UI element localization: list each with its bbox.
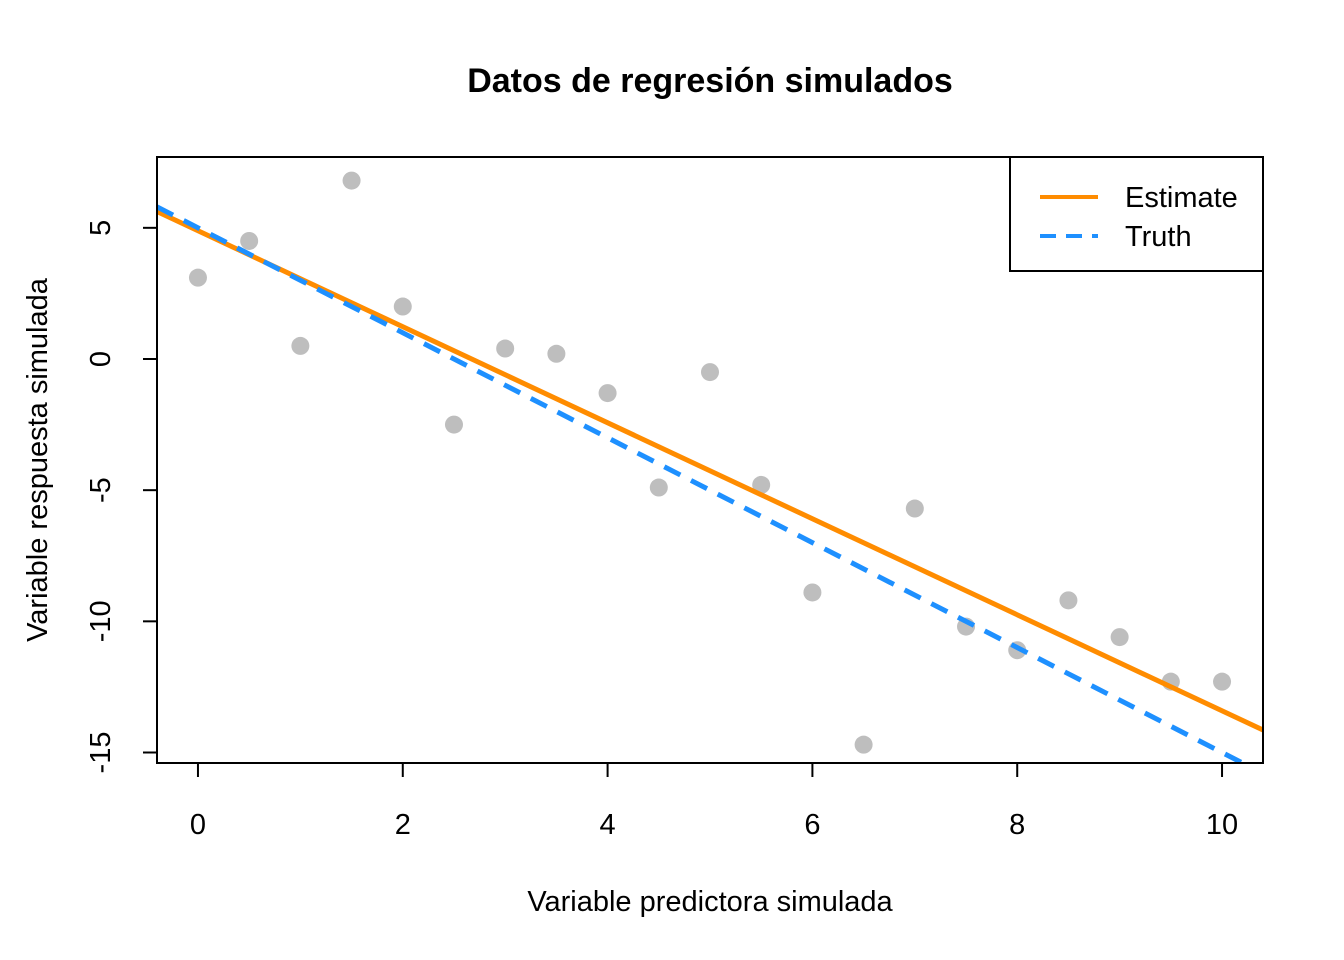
x-tick-label: 4	[600, 809, 616, 841]
x-axis-label: Variable predictora simulada	[527, 886, 893, 918]
data-point	[854, 735, 873, 754]
data-point	[444, 415, 463, 434]
y-tick-label: -10	[85, 600, 117, 642]
scatter-points	[188, 171, 1232, 754]
data-point	[1213, 672, 1232, 691]
regression-lines	[157, 204, 1263, 763]
data-point	[496, 339, 515, 358]
y-tick-label: 0	[85, 351, 117, 367]
data-point	[291, 336, 310, 355]
y-axis: 5 0 -5 -10 -15	[85, 220, 158, 774]
data-point	[905, 499, 924, 518]
data-point	[342, 171, 361, 190]
y-axis-label: Variable respuesta simulada	[22, 277, 54, 642]
data-point	[547, 344, 566, 363]
y-tick-label: 5	[85, 220, 117, 236]
legend-box	[1009, 156, 1264, 272]
chart-title: Datos de regresión simulados	[467, 62, 953, 100]
data-point	[1110, 628, 1129, 647]
y-tick-label: -15	[85, 732, 117, 774]
data-point	[803, 583, 822, 602]
data-point	[188, 268, 207, 287]
legend-label-estimate: Estimate	[1125, 182, 1238, 214]
y-tick-label: -5	[85, 477, 117, 503]
legend-label-truth: Truth	[1125, 221, 1192, 253]
legend: Estimate Truth	[1009, 156, 1264, 272]
x-tick-label: 0	[190, 809, 206, 841]
x-tick-label: 10	[1206, 809, 1238, 841]
x-tick-label: 8	[1009, 809, 1025, 841]
data-point	[1059, 591, 1078, 610]
data-point	[701, 363, 719, 382]
data-point	[649, 478, 668, 497]
line-estimate	[157, 209, 1263, 733]
data-point	[598, 384, 617, 403]
data-point	[240, 231, 259, 250]
x-tick-label: 2	[395, 809, 411, 841]
data-point	[752, 475, 771, 494]
data-point	[393, 297, 412, 316]
x-axis: 0 2 4 6 8 10	[190, 762, 1238, 841]
x-tick-label: 6	[804, 809, 820, 841]
line-truth	[157, 204, 1249, 763]
